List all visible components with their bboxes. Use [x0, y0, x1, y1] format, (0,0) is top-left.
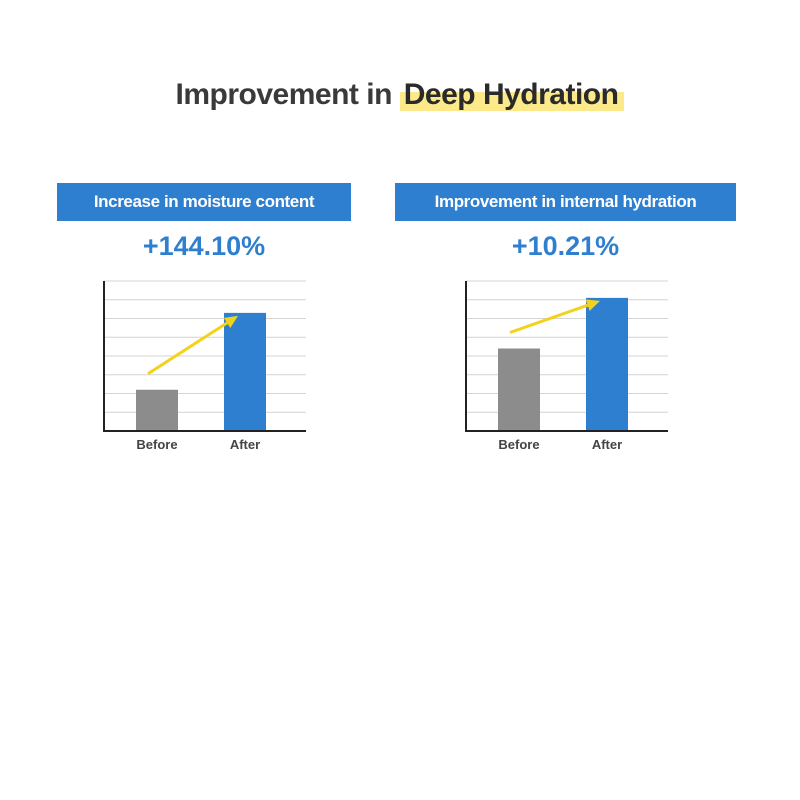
- after-bar: [586, 297, 628, 431]
- title-highlight: Deep Hydration: [399, 78, 625, 111]
- title-prefix: Improvement in: [175, 78, 400, 111]
- panel-label: Improvement in internal hydration: [395, 183, 736, 221]
- panel-internal-hydration: Improvement in internal hydration +10.21…: [395, 183, 736, 263]
- panel-percent: +144.10%: [142, 231, 266, 261]
- after-bar: [224, 312, 266, 431]
- before-bar: [498, 348, 540, 431]
- x-tick-label: After: [592, 437, 622, 452]
- panel-label: Increase in moisture content: [57, 183, 351, 221]
- panel-moisture-content: Increase in moisture content +144.10%: [57, 183, 351, 263]
- x-tick-label: Before: [136, 437, 177, 452]
- x-tick-label: After: [230, 437, 260, 452]
- page-title: Improvement in Deep Hydration: [0, 74, 800, 116]
- trend-arrow-line: [147, 321, 228, 376]
- before-bar: [136, 389, 178, 431]
- moisture-bar-chart: Before After: [103, 280, 306, 452]
- trend-arrow-head: [223, 315, 238, 328]
- trend-arrow-line: [509, 303, 589, 334]
- hydration-bar-chart: Before After: [465, 280, 668, 452]
- panel-percent: +10.21%: [511, 231, 620, 261]
- x-tick-label: Before: [498, 437, 539, 452]
- trend-arrow-head: [585, 299, 600, 311]
